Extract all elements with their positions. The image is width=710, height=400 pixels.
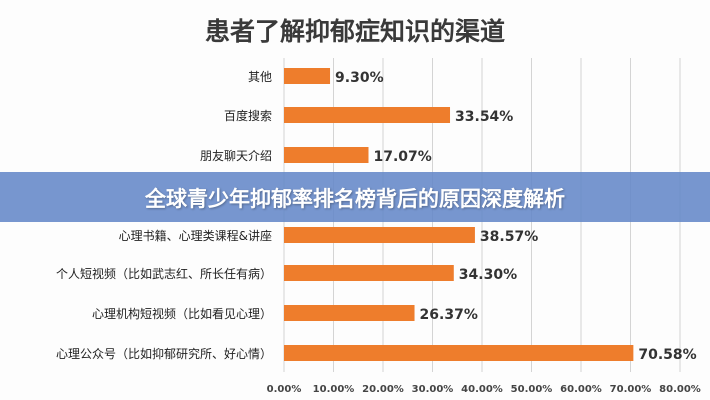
bar bbox=[284, 305, 415, 321]
headline-banner: 全球青少年抑郁率排名榜背后的原因深度解析 bbox=[0, 172, 710, 222]
bar bbox=[284, 227, 475, 243]
x-tick-label: 20.00% bbox=[362, 384, 404, 395]
bar bbox=[284, 68, 331, 84]
x-tick-label: 60.00% bbox=[560, 384, 602, 395]
category-label: 朋友聊天介绍 bbox=[200, 149, 272, 163]
x-tick-label: 80.00% bbox=[659, 384, 701, 395]
x-tick-label: 30.00% bbox=[412, 384, 454, 395]
bar bbox=[284, 265, 454, 281]
headline-text: 全球青少年抑郁率排名榜背后的原因深度解析 bbox=[145, 187, 565, 211]
bar bbox=[284, 345, 634, 361]
data-label: 26.37% bbox=[420, 307, 478, 323]
bar bbox=[284, 107, 451, 123]
chart-title: 患者了解抑郁症知识的渠道 bbox=[204, 17, 505, 46]
x-tick-label: 0.00% bbox=[267, 384, 302, 395]
x-tick-label: 10.00% bbox=[313, 384, 355, 395]
data-label: 9.30% bbox=[335, 70, 384, 86]
category-label: 个人短视频（比如武志红、所长任有病） bbox=[56, 266, 272, 281]
data-label: 38.57% bbox=[480, 229, 538, 245]
data-label: 70.58% bbox=[638, 347, 696, 363]
x-tick-label: 40.00% bbox=[461, 384, 503, 395]
category-label: 心理公众号（比如抑郁研究所、好心情） bbox=[56, 346, 272, 361]
data-label: 34.30% bbox=[459, 267, 517, 283]
category-label: 心理书籍、心理类课程&讲座 bbox=[119, 228, 272, 243]
x-tick-label: 50.00% bbox=[511, 384, 553, 395]
x-tick-label: 70.00% bbox=[610, 384, 652, 395]
category-label: 百度搜索 bbox=[224, 108, 272, 123]
data-label: 17.07% bbox=[373, 149, 431, 165]
bar bbox=[284, 147, 369, 163]
data-label: 33.54% bbox=[455, 109, 513, 125]
category-label: 心理机构短视频（比如看见心理） bbox=[92, 306, 272, 321]
category-label: 其他 bbox=[248, 70, 272, 84]
